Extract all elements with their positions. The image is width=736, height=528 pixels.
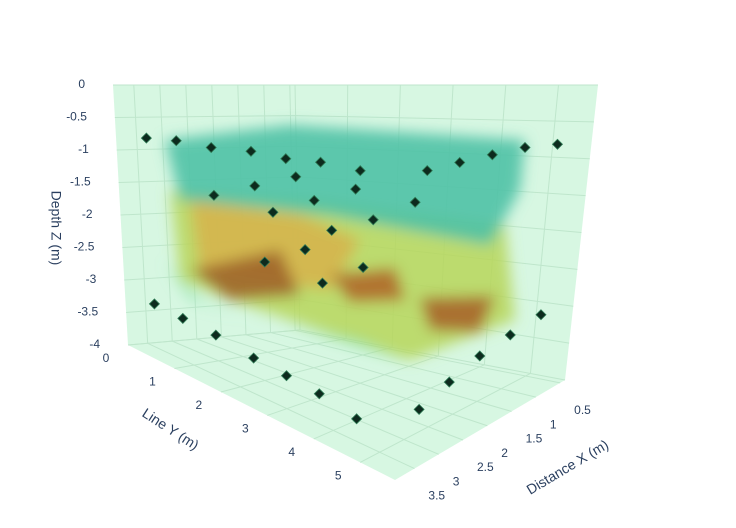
z-tick-label: -2.5 <box>74 240 95 254</box>
grid-line <box>313 364 485 440</box>
marker <box>413 403 425 415</box>
x-tick-label: 3.5 <box>428 489 445 503</box>
marker <box>140 132 152 144</box>
marker <box>421 165 433 177</box>
z-tick-label: -2 <box>82 207 93 221</box>
grid-line <box>172 340 439 455</box>
marker <box>299 244 311 256</box>
marker <box>280 370 293 382</box>
marker <box>357 261 369 274</box>
y-tick-label: 4 <box>288 445 295 459</box>
marker <box>148 298 160 310</box>
marker <box>535 309 547 321</box>
y-tick-label: 2 <box>196 398 203 412</box>
volume-edge <box>165 260 410 362</box>
marker <box>308 194 320 206</box>
grid-line <box>221 336 488 427</box>
grid-line <box>114 115 296 118</box>
marker <box>259 256 271 268</box>
volume-hot <box>420 296 495 332</box>
z-tick-label: -4 <box>89 337 100 351</box>
grid-line <box>196 338 464 441</box>
marker <box>551 138 564 150</box>
marker <box>205 141 217 154</box>
marker <box>290 171 302 183</box>
marker <box>486 149 498 161</box>
marker <box>350 183 362 195</box>
z-axis-title: Depth Z (m) <box>48 191 64 266</box>
grid-line <box>359 373 531 463</box>
marker <box>210 329 222 341</box>
z-tick-label: -3.5 <box>77 305 98 319</box>
grid-line <box>270 332 536 398</box>
z-tick-label: 0 <box>78 77 85 91</box>
x-tick-label: 3 <box>453 474 460 488</box>
x-tick-label: 0.5 <box>574 403 591 417</box>
marker <box>248 352 260 364</box>
volume-hot <box>190 250 300 300</box>
y-axis-title: Line Y (m) <box>139 405 201 453</box>
marker <box>354 165 366 177</box>
z-tick-label: -1.5 <box>70 175 91 189</box>
floor <box>128 330 565 480</box>
marker <box>267 206 279 218</box>
grid-line <box>133 84 149 344</box>
y-tick-label: 3 <box>242 422 249 436</box>
y-tick-label: 1 <box>149 375 156 389</box>
marker <box>409 196 421 208</box>
volume-top <box>165 125 525 245</box>
y-tick-label: 0 <box>103 351 110 365</box>
grid-line <box>159 84 173 342</box>
marker <box>313 388 325 400</box>
marker <box>367 214 379 226</box>
marker <box>314 156 327 168</box>
marker <box>177 312 189 324</box>
grid-line <box>529 84 559 374</box>
marker <box>249 180 261 192</box>
marker <box>245 145 257 157</box>
x-tick-label: 1 <box>550 417 557 431</box>
marker <box>443 376 455 388</box>
marker <box>326 224 338 236</box>
marker <box>454 156 466 169</box>
x-tick-label: 1.5 <box>526 432 543 446</box>
volume-hot <box>330 268 405 302</box>
grid-line <box>245 334 512 412</box>
marker <box>474 350 486 362</box>
marker <box>170 135 182 147</box>
volume <box>165 125 525 362</box>
marker <box>504 329 516 341</box>
markers <box>140 132 564 425</box>
x-tick-label: 2 <box>501 446 508 460</box>
grid-line <box>147 342 415 470</box>
z-tick-label: -3 <box>86 272 97 286</box>
marker <box>351 413 363 425</box>
tick-labels: 0-0.5-1-1.5-2-2.5-3-3.5-40123450.511.522… <box>66 77 591 503</box>
y-tick-label: 5 <box>335 469 342 483</box>
marker <box>316 277 329 289</box>
x-tick-label: 2.5 <box>477 460 494 474</box>
z-tick-label: -1 <box>78 142 89 156</box>
z-tick-label: -0.5 <box>66 110 87 124</box>
marker <box>208 189 220 201</box>
marker <box>280 153 292 165</box>
grid-line <box>295 115 594 123</box>
marker <box>519 141 531 154</box>
